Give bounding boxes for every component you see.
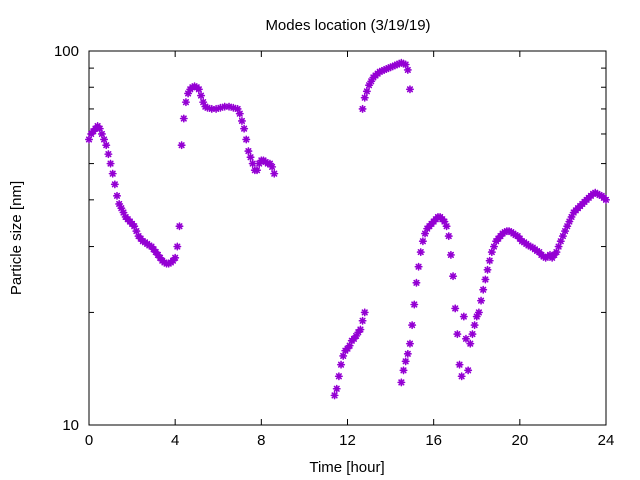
data-point (235, 109, 244, 118)
data-point (358, 104, 367, 113)
data-point (401, 60, 410, 69)
data-point (330, 391, 339, 400)
data-point (405, 339, 414, 348)
plot-frame (88, 50, 607, 426)
data-point (237, 116, 246, 125)
data-point (470, 321, 479, 330)
data-point (246, 153, 255, 162)
x-tick-label: 0 (85, 432, 93, 449)
data-point (410, 300, 419, 309)
data-point (110, 180, 119, 189)
data-point (177, 141, 186, 150)
data-point (253, 166, 262, 175)
data-point (554, 242, 563, 251)
data-point (85, 135, 93, 144)
data-point (481, 275, 490, 284)
data-point (248, 159, 257, 168)
data-point (489, 242, 498, 251)
data-point (449, 272, 458, 281)
data-point (102, 141, 111, 150)
y-tick-label: 100 (54, 43, 79, 60)
data-point (270, 169, 279, 178)
data-point (362, 87, 371, 96)
chart-title: Modes location (3/19/19) (265, 17, 430, 34)
x-axis-label: Time [hour] (309, 459, 384, 476)
data-point (104, 150, 113, 159)
data-point (418, 237, 427, 246)
data-point (242, 135, 251, 144)
data-point (356, 325, 365, 334)
data-point (181, 98, 190, 107)
data-point (173, 242, 182, 251)
data-point (477, 296, 486, 305)
data-point (339, 351, 348, 360)
data-point (464, 366, 473, 375)
data-point (175, 222, 184, 231)
data-point (334, 372, 343, 381)
data-point (268, 162, 277, 171)
x-tick-label: 4 (171, 432, 179, 449)
data-point (337, 360, 346, 369)
data-point (403, 65, 412, 74)
x-tick-label: 12 (339, 432, 356, 449)
data-point (360, 308, 369, 317)
data-point (446, 250, 455, 259)
data-point (479, 285, 488, 294)
x-axis-ticks: 0 4 8 12 16 20 24 (85, 51, 615, 449)
data-point (108, 169, 117, 178)
data-point (451, 304, 460, 313)
data-point (459, 312, 468, 321)
data-point (461, 334, 470, 343)
data-point (552, 248, 561, 257)
y-tick-label: 10 (62, 417, 79, 434)
data-point (485, 256, 494, 265)
data-point (403, 349, 412, 358)
data-point (171, 253, 180, 262)
data-point (358, 316, 367, 325)
data-point (442, 222, 451, 231)
data-point (416, 248, 425, 257)
data-point (405, 85, 414, 94)
data-point (113, 191, 122, 200)
data-point (412, 278, 421, 287)
data-point (100, 135, 109, 144)
data-point (401, 357, 410, 366)
data-point (466, 339, 475, 348)
data-point (106, 159, 115, 168)
data-point (601, 195, 611, 204)
data-point (194, 85, 203, 94)
data-point (197, 91, 206, 100)
data-point (244, 147, 253, 156)
data-markers (85, 58, 611, 400)
data-point (474, 308, 483, 317)
data-point (397, 378, 406, 387)
data-point (414, 262, 423, 271)
data-point (240, 124, 249, 133)
data-point (455, 360, 464, 369)
data-point (179, 114, 188, 123)
data-point (453, 330, 462, 339)
data-point (444, 232, 453, 241)
data-point (408, 321, 417, 330)
data-point (97, 129, 106, 138)
x-tick-label: 16 (425, 432, 442, 449)
y-axis-label: Particle size [nm] (8, 181, 25, 295)
x-tick-label: 24 (598, 432, 615, 449)
data-point (487, 248, 496, 257)
x-tick-label: 20 (511, 432, 528, 449)
data-point (332, 384, 341, 393)
data-point (468, 330, 477, 339)
data-point (360, 93, 369, 102)
data-point (483, 265, 492, 274)
data-point (95, 124, 104, 133)
x-tick-label: 8 (257, 432, 265, 449)
data-point (457, 372, 466, 381)
data-point (399, 366, 408, 375)
